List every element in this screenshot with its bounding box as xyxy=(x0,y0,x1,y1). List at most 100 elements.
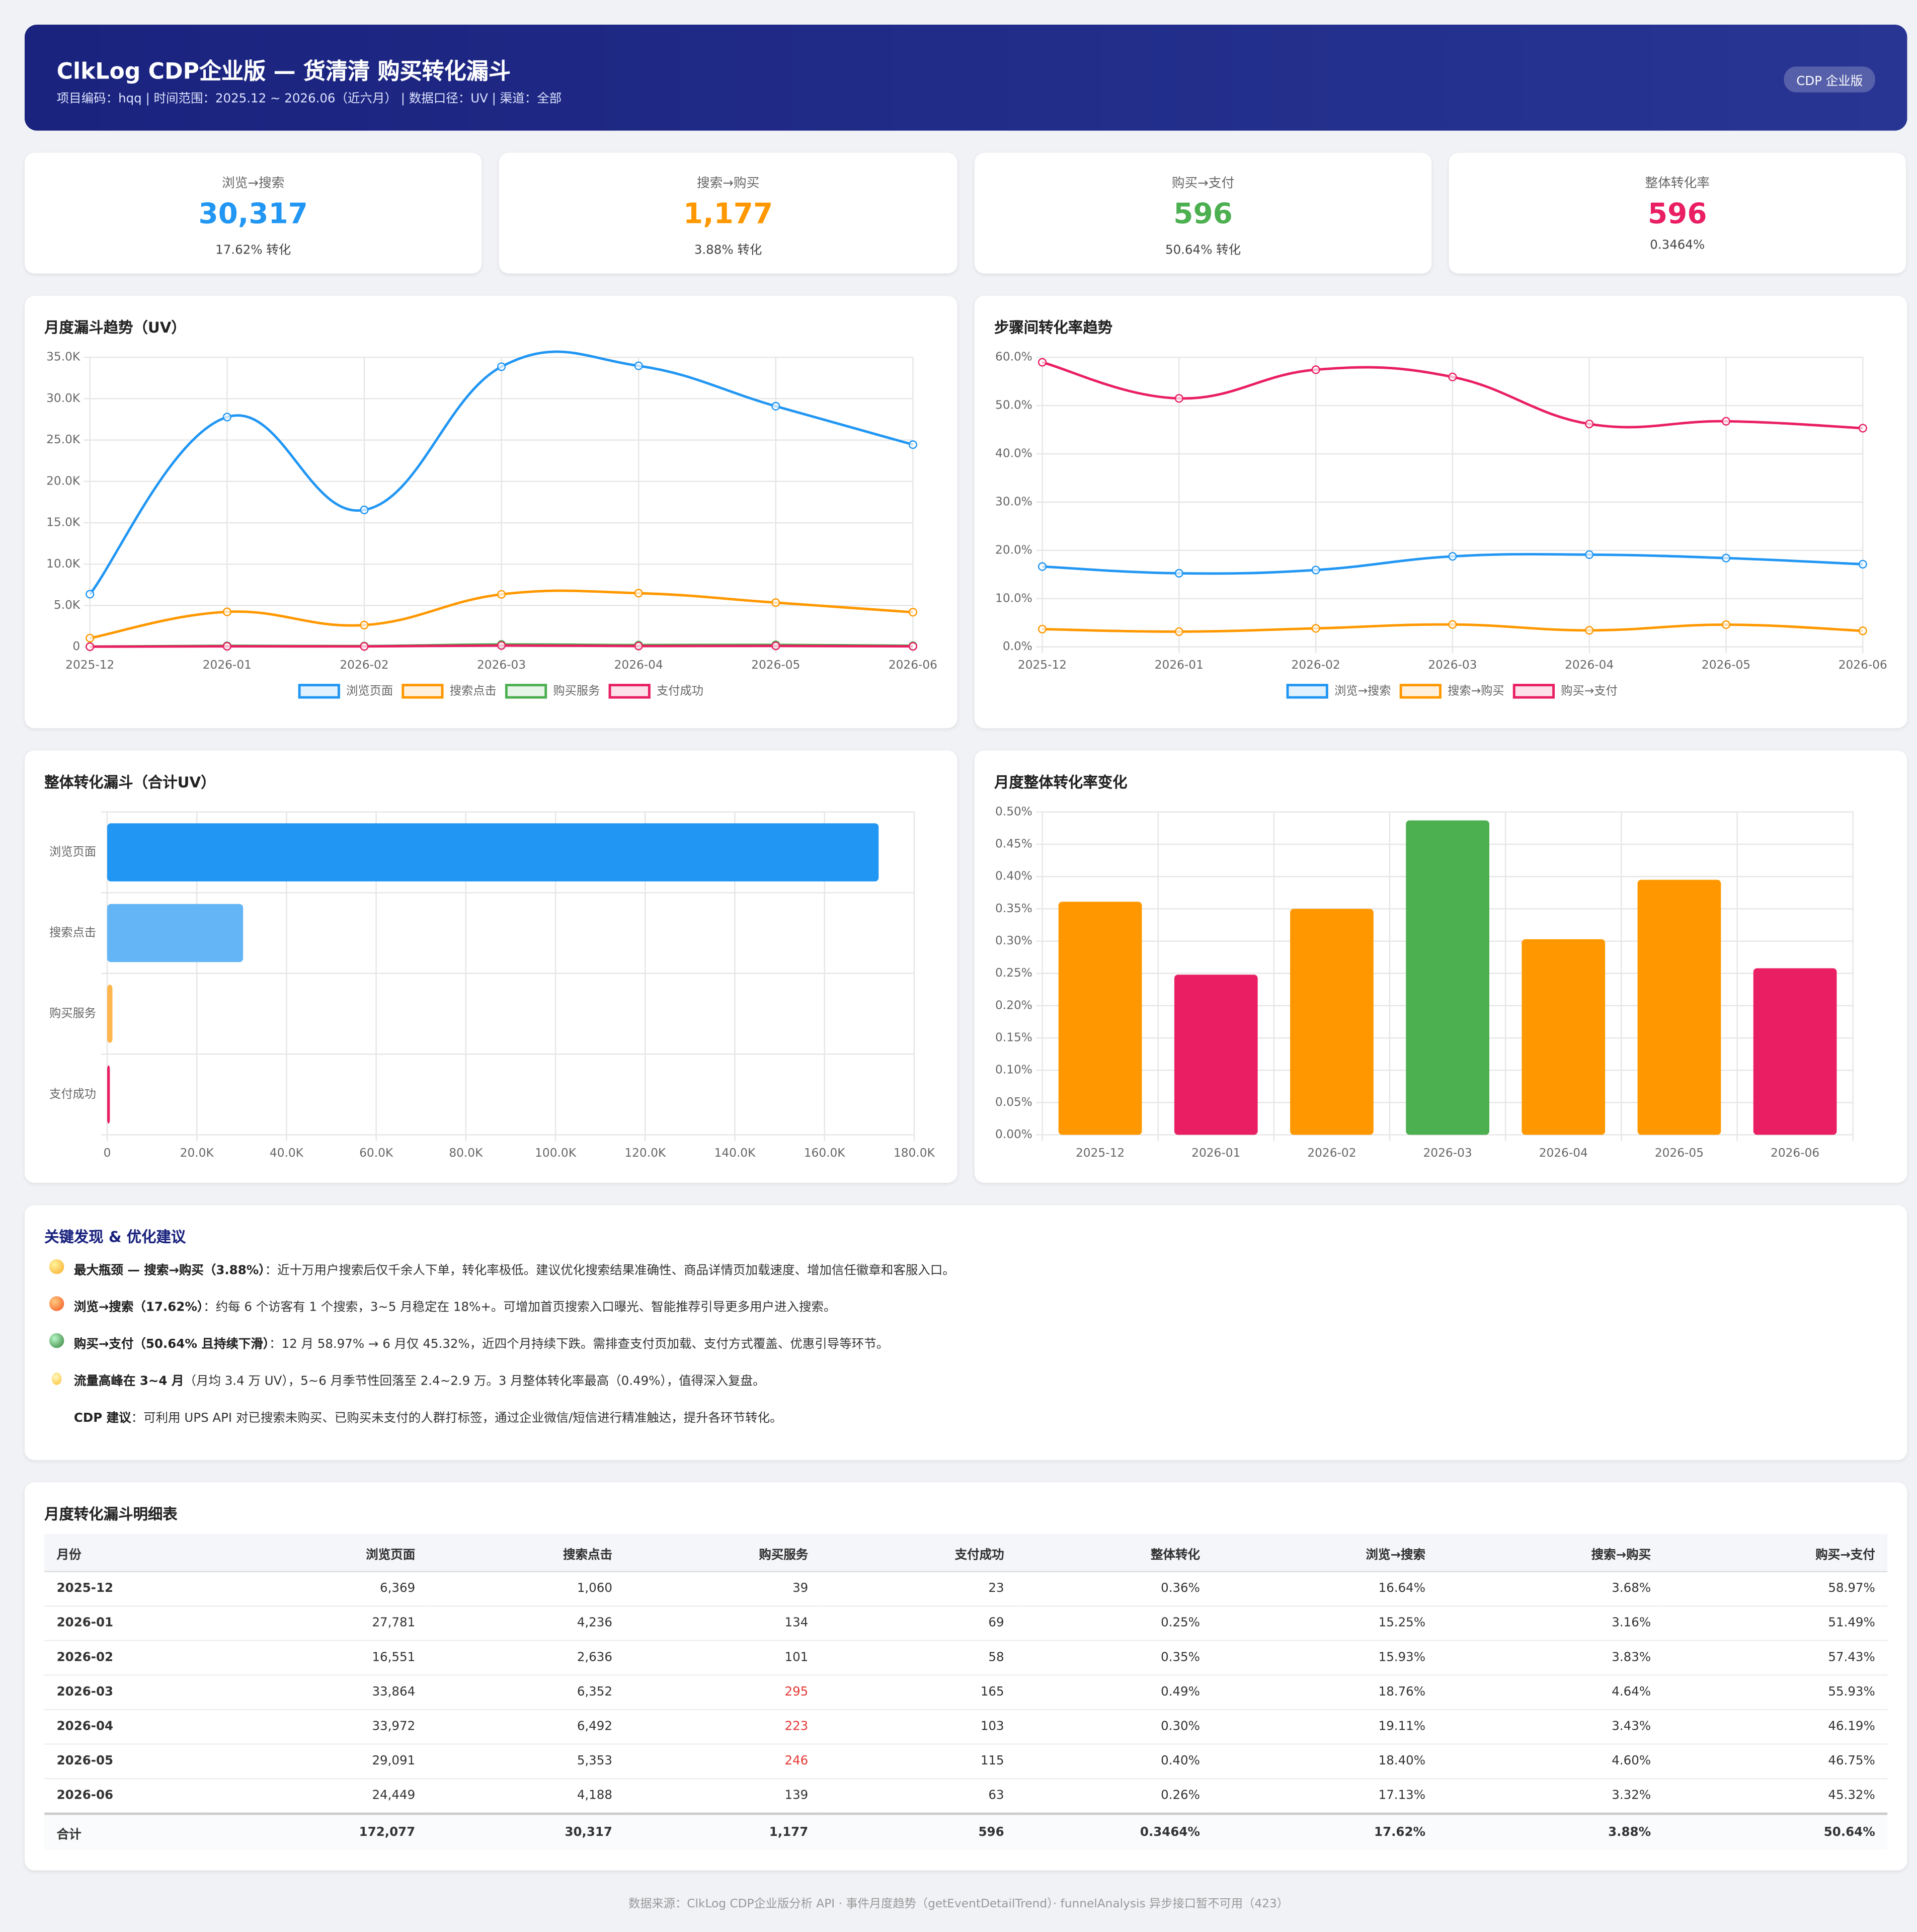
table: 月份 浏览页面 搜索点击 购买服务 支付成功 整体转化 浏览→搜索 搜索→购买 购买→支付 20… xyxy=(44,1534,1888,1849)
kpi-card: 搜索→购买 1,177 3.88% 转化 xyxy=(499,152,957,274)
data-point xyxy=(222,607,231,616)
data-point xyxy=(1311,566,1320,575)
x-tick-label: 2026-06 xyxy=(1771,1146,1819,1160)
x-tick-label: 2026-04 xyxy=(1539,1146,1588,1160)
data-point xyxy=(1448,620,1457,629)
table-cell: 295 xyxy=(624,1675,821,1711)
table-cell: 46.75% xyxy=(1663,1744,1888,1780)
data-point xyxy=(908,440,917,449)
table-cell: 4.64% xyxy=(1437,1675,1663,1711)
legend-label: 浏览→搜索 xyxy=(1334,684,1391,697)
chart-title: 月度漏斗趋势（UV） xyxy=(44,319,186,337)
x-tick-label: 2026-02 xyxy=(340,658,388,672)
y-tick-label: 0.50% xyxy=(995,804,1032,818)
table-cell: 165 xyxy=(820,1675,1017,1711)
data-point xyxy=(1858,626,1867,635)
table-cell: 2025-12 xyxy=(44,1571,205,1607)
table-cell: 2026-05 xyxy=(44,1744,205,1780)
bar xyxy=(1753,968,1837,1135)
data-point xyxy=(1037,562,1047,571)
chart: 0 20.0K 40.0K 60.0K 80.0K 100.0K 120.0K 140.0K 1… xyxy=(49,811,935,1160)
column-header: 月份 xyxy=(44,1534,205,1572)
bar xyxy=(1637,879,1721,1135)
y-tick-label: 25.0K xyxy=(46,433,81,446)
badge: CDP 企业版 xyxy=(1784,66,1875,93)
y-tick-label: 0.30% xyxy=(995,934,1032,947)
bar xyxy=(1522,939,1606,1135)
x-tick-label: 40.0K xyxy=(270,1146,304,1160)
x-tick-label: 2026-02 xyxy=(1307,1146,1356,1160)
chart-title: 月度整体转化率变化 xyxy=(994,773,1128,791)
insight-text: ：12 月 58.97% → 6 月仅 45.32%，近四个月持续下跌。需排查支… xyxy=(269,1338,889,1352)
y-tick-label: 0.15% xyxy=(995,1031,1032,1044)
data-point xyxy=(1311,365,1320,374)
x-tick-label: 2025-12 xyxy=(1076,1146,1125,1160)
legend-swatch xyxy=(402,684,444,699)
table-cell: 3.16% xyxy=(1437,1606,1663,1642)
legend-label: 支付成功 xyxy=(657,684,703,697)
y-tick-label: 60.0% xyxy=(995,350,1032,364)
y-tick-label: 10.0% xyxy=(995,591,1032,605)
table-row: 2026-02 16,551 2,636 101 58 0.35% 15.93% 3.83% 5… xyxy=(44,1640,1888,1676)
data-point xyxy=(497,362,506,371)
x-tick-label: 2026-06 xyxy=(889,658,937,672)
table-cell: 46.19% xyxy=(1663,1709,1888,1745)
kpi-sub: 3.88% 转化 xyxy=(694,244,762,258)
chart-card: 整体转化漏斗（合计UV） 0 20.0K 40.0K 60.0K 80.0K 100.0K… xyxy=(24,750,957,1183)
insight-text: ：约每 6 个访客有 1 个搜索，3~5 月稳定在 18%+。可增加首页搜索入口… xyxy=(203,1301,836,1315)
insight-text: ：近十万用户搜索后仅千余人下单，转化率极低。建议优化搜索结果准确性、商品详情页加… xyxy=(265,1264,955,1278)
data-point xyxy=(1448,372,1457,381)
x-tick-label: 2026-04 xyxy=(1565,658,1614,672)
table-cell: 0.36% xyxy=(1016,1571,1213,1607)
section-title: 月度转化漏斗明细表 xyxy=(44,1505,178,1523)
header: ClkLog CDP企业版 — 货清清 购买转化漏斗 项目编码：hqq | 时间… xyxy=(24,24,1907,131)
table-cell: 6,492 xyxy=(427,1709,625,1745)
legend-swatch xyxy=(298,684,340,699)
table-cell: 33,972 xyxy=(204,1709,428,1745)
table-cell: 4,188 xyxy=(427,1779,625,1815)
y-tick-label: 浏览页面 xyxy=(49,845,96,859)
table-cell: 16,551 xyxy=(204,1640,428,1676)
x-tick-label: 2025-12 xyxy=(65,658,114,672)
data-point xyxy=(1174,394,1183,403)
x-tick-label: 2026-01 xyxy=(203,658,252,672)
legend-label: 购买服务 xyxy=(553,684,600,697)
data-point xyxy=(634,361,643,370)
table-cell: 0.3464% xyxy=(1016,1812,1213,1849)
x-tick-label: 80.0K xyxy=(449,1146,483,1160)
column-header: 购买服务 xyxy=(624,1534,821,1572)
y-tick-label: 0.05% xyxy=(995,1095,1032,1109)
table-cell: 0.35% xyxy=(1016,1640,1213,1676)
legend-label: 搜索→购买 xyxy=(1448,684,1504,697)
data-point xyxy=(86,642,95,651)
y-tick-label: 0.0% xyxy=(1003,639,1032,653)
data-point xyxy=(908,608,917,617)
chart-title: 步骤间转化率趋势 xyxy=(994,319,1113,337)
column-header: 整体转化 xyxy=(1016,1534,1213,1572)
y-tick-label: 20.0K xyxy=(46,474,81,488)
data-point xyxy=(497,590,506,599)
insight-bold: 浏览→搜索（17.62%） xyxy=(73,1301,204,1315)
y-tick-label: 购买服务 xyxy=(49,1006,96,1020)
x-tick-label: 2026-01 xyxy=(1191,1146,1240,1160)
kpi-value: 1,177 xyxy=(683,198,773,230)
table-row: 2026-03 33,864 6,352 295 165 0.49% 18.76% 4.64%… xyxy=(44,1675,1888,1711)
x-tick-label: 120.0K xyxy=(624,1146,666,1160)
y-tick-label: 5.0K xyxy=(54,598,81,612)
legend-swatch xyxy=(505,684,547,699)
x-tick-label: 2026-05 xyxy=(1702,658,1750,672)
insight-icon xyxy=(49,1296,64,1311)
insight-icon xyxy=(51,1373,62,1385)
data-point xyxy=(634,641,643,651)
y-tick-label: 0.20% xyxy=(995,998,1032,1012)
table-cell: 69 xyxy=(820,1606,1017,1642)
data-point xyxy=(1174,569,1183,578)
y-tick-label: 50.0% xyxy=(995,398,1032,412)
table-cell: 2026-03 xyxy=(44,1675,205,1711)
kpi-value: 596 xyxy=(1173,198,1233,230)
bar xyxy=(1290,909,1374,1135)
table-cell: 2026-04 xyxy=(44,1709,205,1745)
x-tick-label: 2026-05 xyxy=(751,658,800,672)
data-point xyxy=(1585,420,1594,429)
chart-card: 月度漏斗趋势（UV） 0 5.0K 10.0K 15.0K 20.0K 25.0K 30.0… xyxy=(24,295,957,729)
